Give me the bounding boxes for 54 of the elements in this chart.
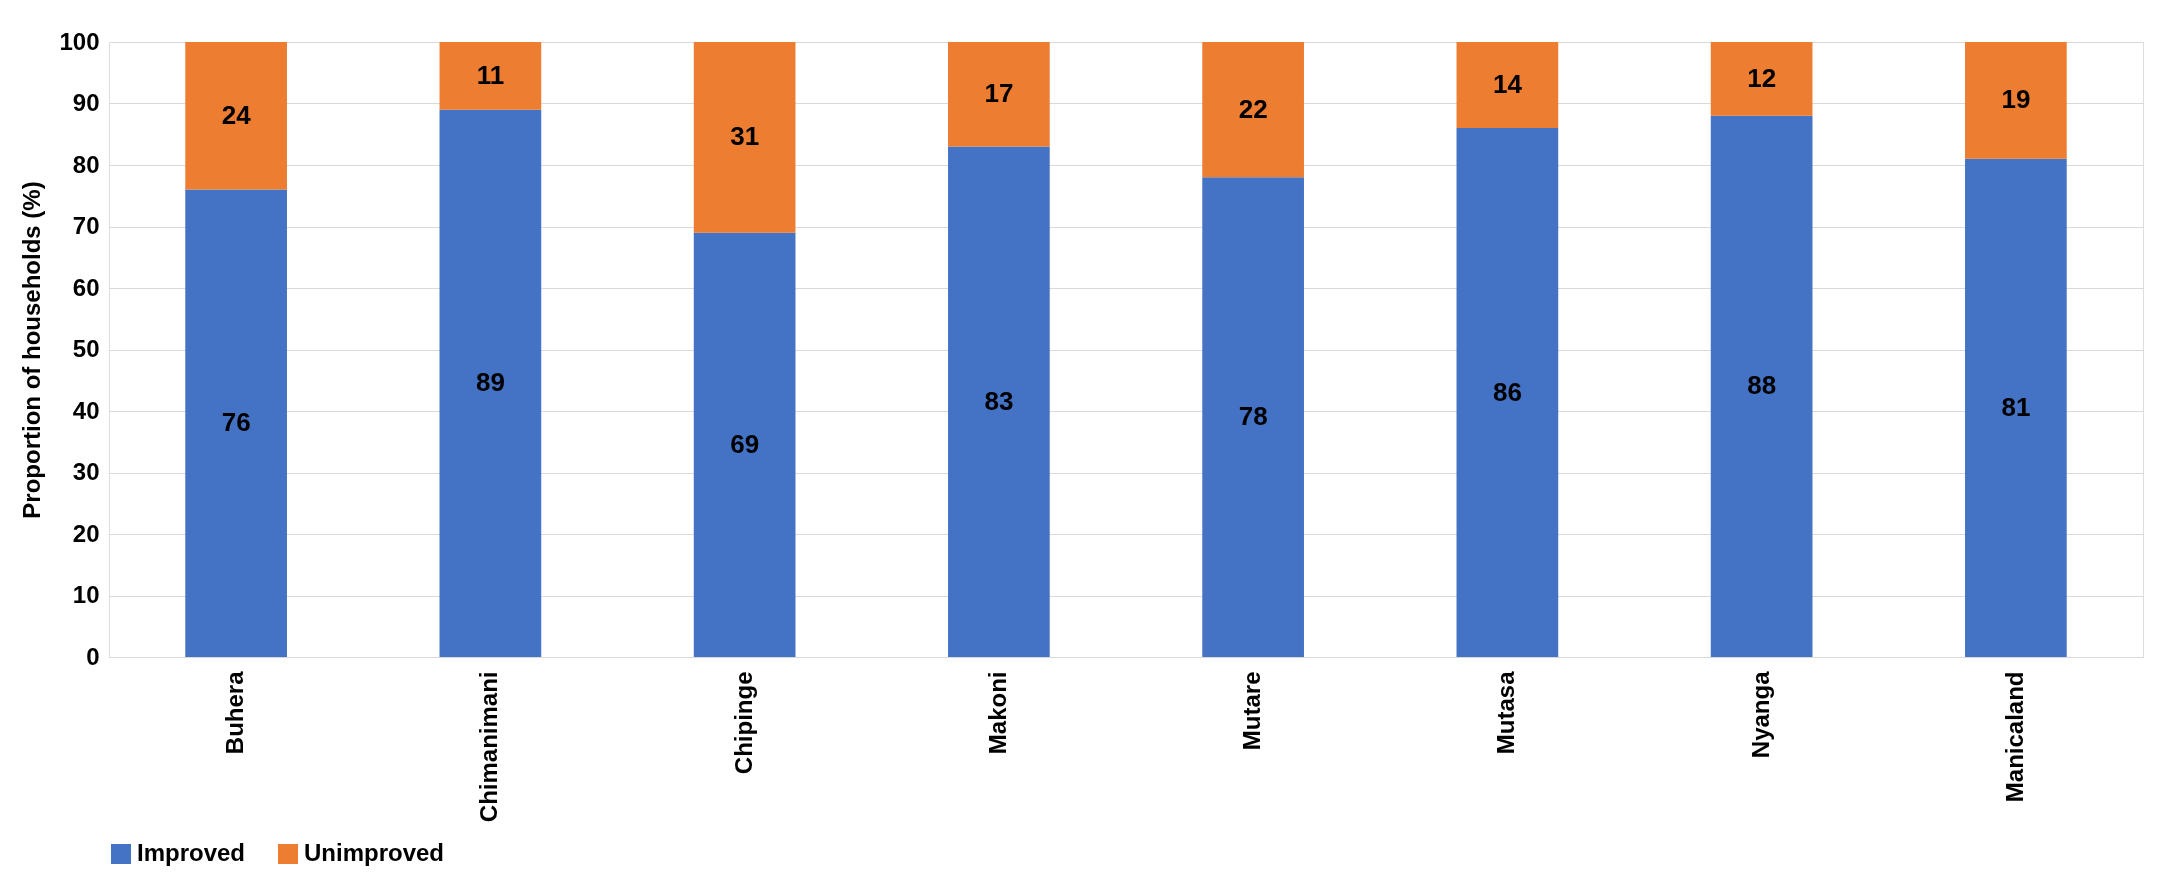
x-tick-label: Chimanimani: [475, 671, 503, 823]
x-tick-label: Buhera: [221, 670, 249, 755]
bar: [1710, 42, 1813, 116]
data-label: 86: [1492, 376, 1522, 407]
bar: [1456, 128, 1559, 657]
x-tick-label: Nyanga: [1746, 670, 1774, 759]
y-tick-label: 80: [72, 150, 100, 178]
data-label: 78: [1238, 401, 1268, 432]
bar: [185, 42, 287, 190]
x-tick-label: Mutasa: [1492, 670, 1520, 755]
data-label: 12: [1747, 62, 1777, 93]
bar: [1710, 115, 1813, 657]
y-tick-label: 20: [72, 519, 100, 547]
data-label: 11: [476, 59, 505, 90]
y-tick-label: 60: [72, 273, 100, 301]
bar: [693, 232, 796, 657]
data-label: 83: [984, 385, 1014, 416]
data-label: 24: [221, 99, 252, 130]
bar: [948, 146, 1050, 657]
y-tick-label: 90: [72, 89, 100, 116]
data-label: 31: [730, 121, 760, 152]
bar: [1202, 177, 1304, 657]
x-tick-label: Manicaland: [2000, 671, 2028, 803]
bar: [1202, 42, 1304, 178]
x-tick-label: Mutare: [1238, 671, 1266, 751]
bar: [185, 189, 287, 657]
legend-label: Unimproved: [304, 839, 445, 866]
bar: [1456, 42, 1559, 129]
x-tick-label: Makoni: [983, 671, 1011, 755]
bar: [439, 109, 542, 657]
data-label: 17: [984, 78, 1014, 109]
data-label: 81: [2001, 391, 2031, 422]
y-tick-label: 100: [59, 27, 100, 55]
bar: [693, 42, 796, 233]
y-tick-label: 50: [72, 335, 100, 362]
data-label: 69: [730, 428, 760, 459]
y-axis-title: Proportion of households (%): [18, 181, 46, 519]
data-label: 88: [1747, 370, 1777, 401]
y-tick-label: 70: [72, 212, 100, 239]
data-label: 76: [221, 407, 251, 438]
bar: [1965, 158, 2067, 657]
legend-label: Improved: [137, 839, 246, 866]
data-label: 89: [475, 367, 505, 398]
data-label: 22: [1238, 93, 1268, 124]
bar: [1965, 42, 2067, 159]
y-tick-label: 0: [86, 642, 100, 670]
x-tick-label: Chipinge: [729, 671, 757, 775]
y-tick-label: 10: [72, 581, 100, 608]
data-label: 14: [1492, 69, 1523, 100]
bar: [439, 42, 542, 110]
data-label: 19: [2001, 84, 2031, 115]
y-tick-label: 40: [72, 396, 100, 424]
bar: [948, 42, 1050, 147]
y-tick-label: 30: [72, 458, 100, 485]
